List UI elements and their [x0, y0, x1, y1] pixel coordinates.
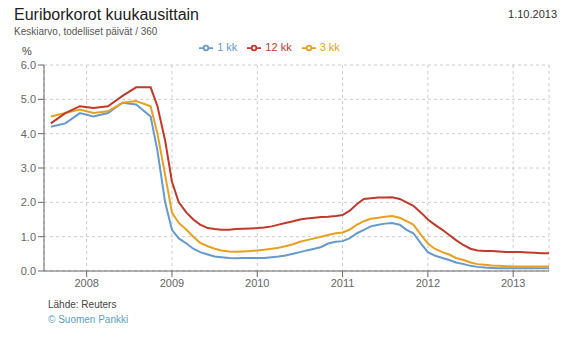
svg-text:3.0: 3.0	[21, 162, 36, 174]
html-text:© Suomen Pankki: © Suomen Pankki	[48, 314, 129, 325]
svg-text:4.0: 4.0	[21, 128, 36, 140]
html-text:12 kk: 12 kk	[265, 41, 292, 53]
svg-text:0.0: 0.0	[21, 265, 36, 277]
svg-text:2011: 2011	[331, 277, 355, 289]
html-text:Lähde: Reuters: Lähde: Reuters	[48, 299, 117, 310]
html-text:Euriborkorot kuukausittain: Euriborkorot kuukausittain	[14, 6, 199, 23]
svg-text:2010: 2010	[245, 277, 269, 289]
html-text:1 kk: 1 kk	[217, 41, 238, 53]
html-text:Keskiarvo, todelliset päivät /: Keskiarvo, todelliset päivät / 360	[14, 26, 158, 37]
html-text:1.10.2013: 1.10.2013	[508, 8, 557, 20]
svg-text:5.0: 5.0	[21, 93, 36, 105]
svg-text:6.0: 6.0	[21, 59, 36, 71]
svg-text:2012: 2012	[416, 277, 440, 289]
svg-text:2009: 2009	[160, 277, 184, 289]
svg-text:2013: 2013	[501, 277, 525, 289]
svg-text:1.0: 1.0	[21, 231, 36, 243]
svg-text:2008: 2008	[74, 277, 98, 289]
svg-text:2.0: 2.0	[21, 196, 36, 208]
html-text:3 kk: 3 kk	[319, 41, 340, 53]
